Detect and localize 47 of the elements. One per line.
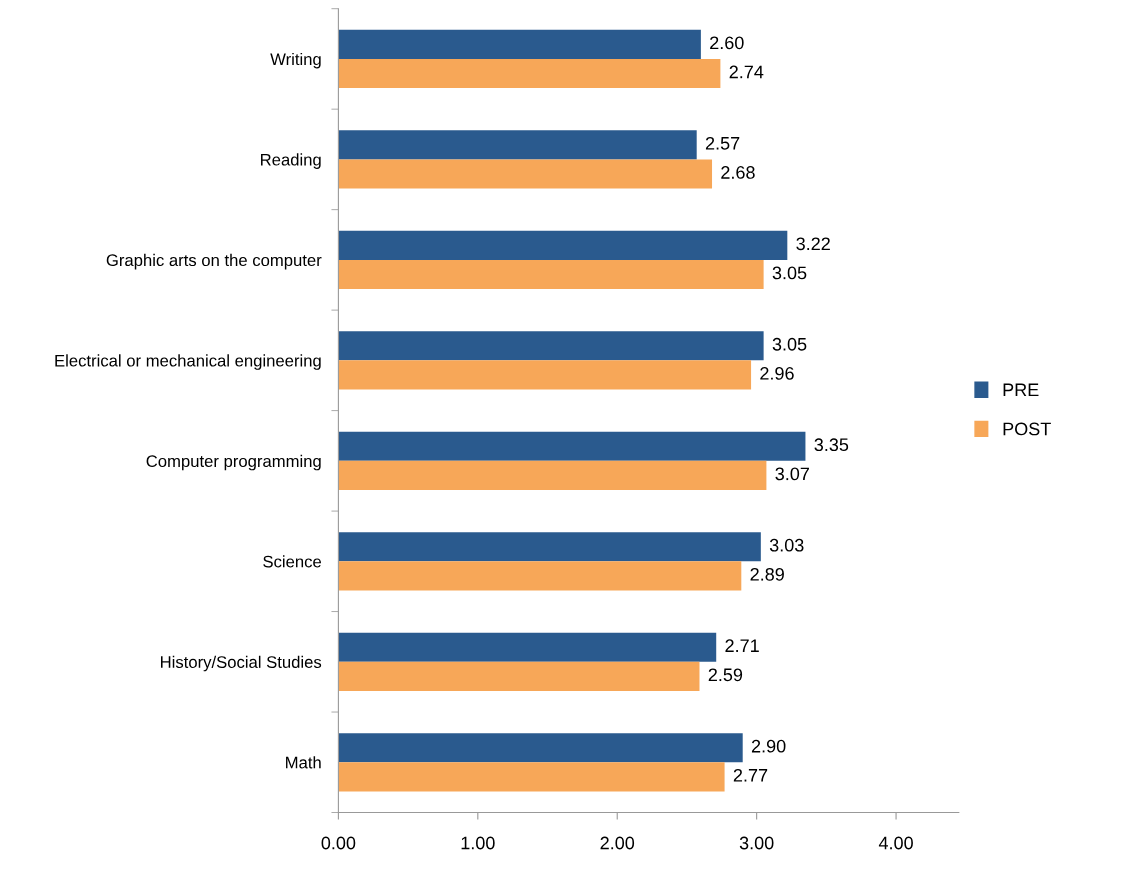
bar [338,460,767,490]
x-tick-label: 0.00 [321,836,356,850]
bar [338,159,713,189]
y-tick-label: Graphic arts on the computer [106,253,322,270]
bar [338,230,788,260]
data-label: 3.07 [775,467,809,481]
legend-label: PRE [1003,383,1039,397]
y-tick-label: History/Social Studies [161,655,322,672]
x-tick-label: 2.00 [600,836,635,850]
bar [338,532,761,562]
bar [338,431,806,461]
data-label: 3.22 [796,237,830,251]
data-label: 2.68 [721,166,755,179]
bar [338,360,752,390]
x-tick-label: 1.00 [461,836,495,850]
bar [338,130,697,160]
y-tick-label: Computer programming [146,454,321,471]
data-label: 2.90 [751,739,786,753]
data-label: 3.05 [772,337,807,351]
data-label: 2.96 [760,366,794,380]
data-label: 2.57 [705,136,740,150]
y-tick-label: Science [263,555,321,568]
bar [338,632,717,662]
bar [338,762,725,792]
bar [338,561,742,591]
data-label: 2.74 [729,65,764,79]
data-label: 2.60 [710,36,744,50]
x-tick-label: 3.00 [739,836,774,850]
data-label: 2.59 [708,668,743,682]
y-tick-label: Reading [261,153,321,169]
data-label: 2.71 [725,639,759,652]
bar [338,661,700,691]
y-tick-label: Electrical or mechanical engineering [55,354,321,370]
data-label: 3.05 [772,266,807,280]
bar [338,733,743,763]
bar [338,58,721,89]
data-label: 2.89 [750,567,784,581]
data-label: 2.77 [733,768,768,782]
y-tick-label: Writing [270,52,321,69]
bar [338,331,764,361]
data-label: 3.03 [769,538,804,552]
bar [338,29,701,59]
legend-label: POST [1003,422,1051,436]
x-tick-label: 4.00 [878,836,913,850]
data-label: 3.35 [814,438,849,452]
y-tick-label: Math [286,756,321,769]
bar [338,259,764,290]
